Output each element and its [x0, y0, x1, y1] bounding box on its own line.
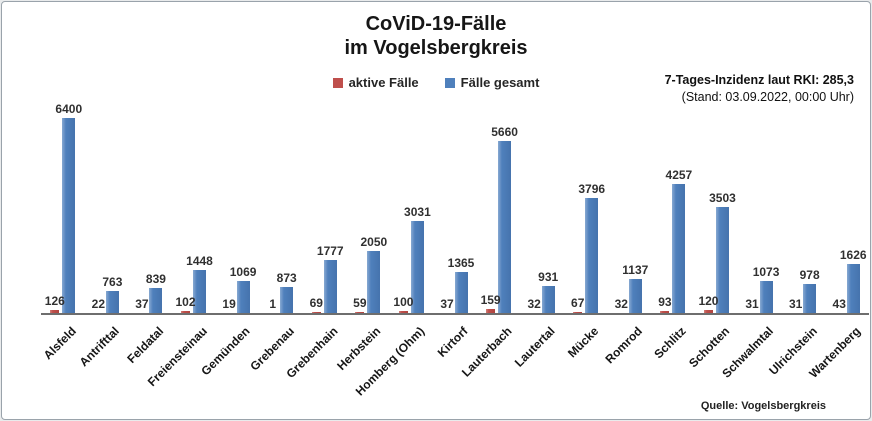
data-label-gesamt: 873 — [276, 271, 297, 286]
data-label-gesamt: 6400 — [55, 102, 83, 116]
bar-aktive-faelle — [703, 310, 713, 314]
bar-faelle-gesamt — [541, 285, 555, 314]
data-label-aktive: 37 — [440, 296, 454, 311]
category-label: Mücke — [565, 324, 602, 361]
bar-faelle-gesamt — [585, 197, 599, 314]
data-label-aktive: 19 — [222, 297, 236, 312]
data-label-gesamt: 5660 — [491, 124, 518, 139]
legend-label: Fälle gesamt — [460, 75, 540, 90]
incidence-annotation: 7-Tages-Inzidenz laut RKI: 285,3 (Stand:… — [665, 72, 854, 106]
data-label-aktive: 67 — [571, 295, 585, 310]
category-label: Feldatal — [123, 324, 166, 366]
data-label-gesamt: 839 — [145, 272, 166, 287]
data-label-gesamt: 978 — [799, 268, 820, 283]
data-label-gesamt: 1626 — [839, 248, 867, 263]
bar-faelle-gesamt — [846, 264, 860, 314]
bar-faelle-gesamt — [193, 269, 207, 314]
bar-faelle-gesamt — [672, 183, 686, 314]
data-label-aktive: 22 — [91, 297, 106, 312]
category-label: Lautertal — [512, 324, 559, 370]
data-label-aktive: 37 — [135, 296, 149, 311]
data-label-aktive: 93 — [658, 295, 672, 310]
data-label-gesamt: 1448 — [186, 253, 213, 268]
incidence-value: 7-Tages-Inzidenz laut RKI: 285,3 — [664, 73, 854, 87]
bar-faelle-gesamt — [280, 287, 294, 314]
bar-aktive-faelle — [660, 311, 670, 314]
data-label-aktive: 43 — [832, 296, 846, 311]
data-label-gesamt: 1069 — [229, 265, 257, 280]
data-label-gesamt: 763 — [102, 274, 123, 289]
legend-item-aktive-faelle: aktive Fälle — [332, 75, 419, 90]
data-label-aktive: 69 — [309, 295, 323, 310]
bar-aktive-faelle — [573, 311, 583, 314]
plot-area: 126 6400 22 763 37 839 102 1448 19 1069 1 873 69 1777… — [41, 97, 869, 314]
bar-aktive-faelle — [398, 310, 408, 314]
bar-faelle-gesamt — [759, 281, 773, 314]
x-axis-labels: Alsfeld Antrifttal Feldatal Freiensteinau Ge… — [41, 320, 869, 400]
legend-swatch-red-icon — [332, 77, 343, 88]
data-label-gesamt: 1073 — [752, 265, 780, 280]
bar-faelle-gesamt — [323, 259, 337, 314]
data-label-gesamt: 3503 — [709, 190, 736, 205]
chart-title-line2: im Vogelsbergkreis — [344, 37, 528, 59]
bar-aktive-faelle — [181, 310, 191, 314]
bar-aktive-faelle — [311, 311, 321, 314]
bar-faelle-gesamt — [803, 284, 817, 314]
bar-aktive-faelle — [50, 310, 60, 314]
data-label-gesamt: 3031 — [404, 205, 431, 220]
legend-swatch-blue-icon — [444, 77, 455, 88]
bar-aktive-faelle — [486, 309, 496, 314]
data-label-aktive: 31 — [745, 297, 759, 312]
data-label-gesamt: 2050 — [360, 235, 388, 250]
x-axis-line — [41, 313, 869, 315]
chart-legend: aktive Fälle Fälle gesamt — [2, 75, 870, 90]
category-label: Antrifttal — [77, 324, 123, 370]
data-label-aktive: 59 — [353, 296, 367, 311]
data-label-gesamt: 931 — [538, 269, 559, 284]
data-label-gesamt: 4257 — [665, 167, 693, 182]
data-label-aktive: 102 — [175, 294, 196, 309]
data-label-gesamt: 1777 — [316, 243, 344, 258]
bar-faelle-gesamt — [149, 288, 163, 314]
category-label: Schlitz — [651, 324, 689, 362]
bar-faelle-gesamt — [628, 279, 642, 314]
legend-label: aktive Fälle — [348, 75, 419, 90]
data-label-aktive: 32 — [527, 297, 541, 312]
bar-faelle-gesamt — [62, 118, 76, 314]
chart-title-line1: CoViD-19-Fälle — [365, 13, 507, 35]
bar-faelle-gesamt — [367, 251, 381, 314]
bar-faelle-gesamt — [454, 272, 468, 314]
data-label-aktive: 120 — [698, 294, 719, 309]
data-label-aktive: 159 — [480, 293, 501, 308]
bar-faelle-gesamt — [105, 290, 119, 314]
data-label-gesamt: 1137 — [622, 263, 649, 278]
data-label-aktive: 100 — [393, 294, 414, 309]
data-label-gesamt: 1365 — [447, 256, 475, 271]
data-label-aktive: 126 — [44, 294, 65, 309]
bar-faelle-gesamt — [236, 281, 250, 314]
incidence-date: (Stand: 03.09.2022, 00:00 Uhr) — [681, 90, 854, 104]
legend-item-faelle-gesamt: Fälle gesamt — [444, 75, 540, 90]
category-label: Alsfeld — [40, 324, 79, 363]
category-label: Romrod — [602, 324, 646, 367]
data-label-aktive: 31 — [788, 297, 803, 312]
data-label-gesamt: 3796 — [578, 181, 606, 196]
data-label-aktive: 32 — [614, 297, 628, 312]
bar-faelle-gesamt — [715, 206, 729, 314]
chart-title: CoViD-19-Fälle im Vogelsbergkreis — [2, 12, 870, 60]
bar-faelle-gesamt — [498, 140, 512, 314]
source-caption: Quelle: Vogelsbergkreis — [700, 400, 826, 412]
data-label-aktive: 1 — [269, 297, 277, 312]
category-label: Kirtorf — [435, 324, 471, 360]
bar-faelle-gesamt — [410, 221, 424, 314]
